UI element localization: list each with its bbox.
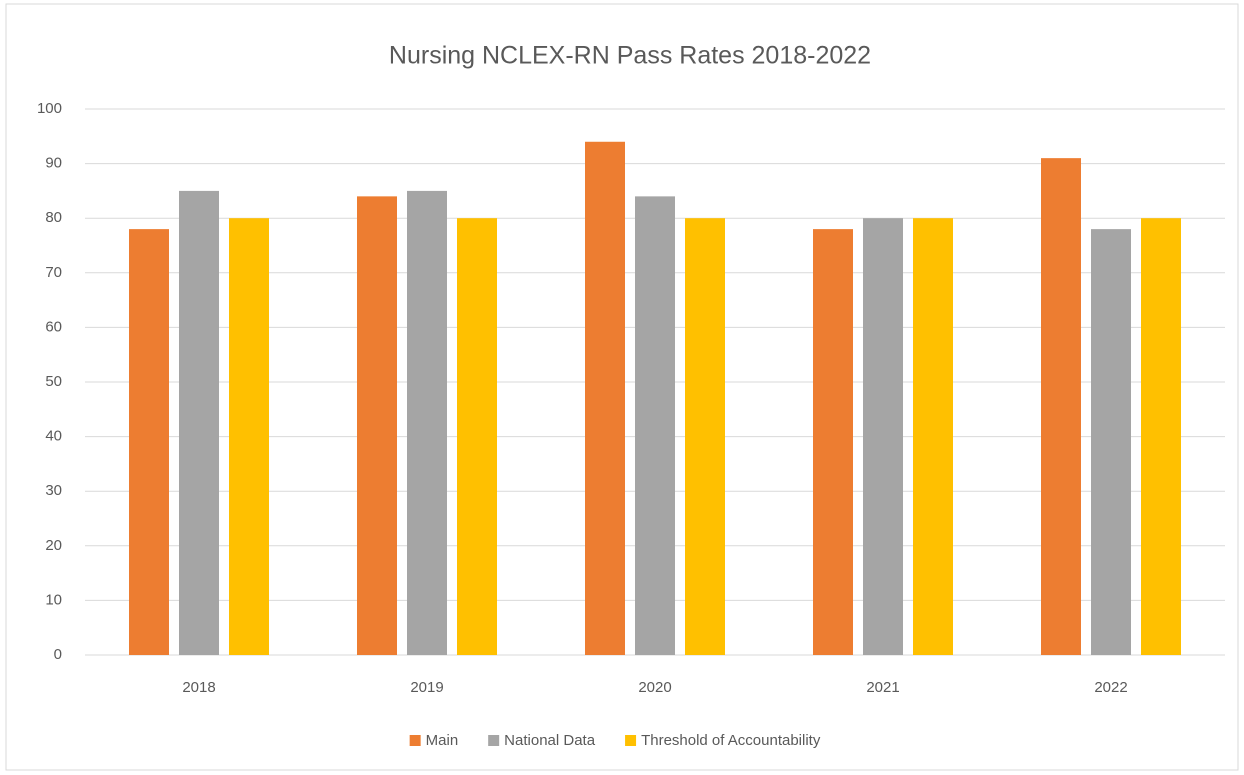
y-tick-label: 0 xyxy=(54,646,62,663)
legend-swatch xyxy=(488,735,500,746)
y-tick-label: 60 xyxy=(45,318,62,335)
y-tick-label: 10 xyxy=(45,591,62,608)
bar xyxy=(1091,229,1131,655)
y-tick-label: 90 xyxy=(45,155,62,172)
bar xyxy=(357,196,397,656)
legend-swatch xyxy=(409,735,421,746)
y-tick-label: 20 xyxy=(45,537,62,554)
y-tick-label: 70 xyxy=(45,264,62,281)
y-tick-label: 50 xyxy=(45,373,62,390)
bar xyxy=(407,190,447,655)
bar xyxy=(1141,218,1181,655)
bar xyxy=(685,218,725,655)
legend-label: National Data xyxy=(504,732,596,749)
x-tick-label: 2018 xyxy=(182,679,215,696)
bar xyxy=(913,218,953,655)
x-tick-label: 2021 xyxy=(866,679,899,696)
bar xyxy=(1041,158,1081,655)
bar xyxy=(179,190,219,655)
legend-label: Main xyxy=(426,732,459,749)
x-tick-label: 2022 xyxy=(1094,679,1127,696)
y-tick-label: 100 xyxy=(37,100,62,117)
bar xyxy=(129,229,169,655)
bar xyxy=(863,218,903,655)
chart-title: Nursing NCLEX-RN Pass Rates 2018-2022 xyxy=(389,42,871,70)
x-tick-label: 2020 xyxy=(638,679,671,696)
bar xyxy=(585,141,625,655)
y-tick-label: 40 xyxy=(45,428,62,445)
bar xyxy=(229,218,269,655)
bar xyxy=(457,218,497,655)
bar xyxy=(813,229,853,655)
bar xyxy=(635,196,675,656)
x-tick-label: 2019 xyxy=(410,679,443,696)
y-tick-label: 80 xyxy=(45,209,62,226)
y-tick-label: 30 xyxy=(45,482,62,499)
legend-swatch xyxy=(625,735,637,746)
legend-label: Threshold of Accountability xyxy=(641,732,821,749)
